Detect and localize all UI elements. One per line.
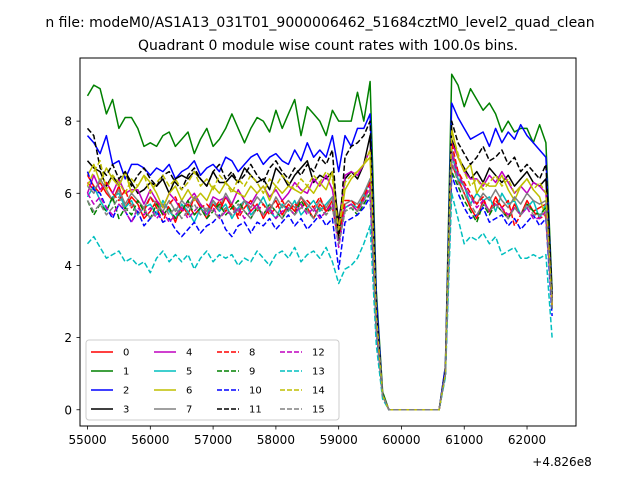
legend-label-14: 14	[312, 386, 325, 397]
series-line-12	[86, 152, 553, 411]
y-tick-label: 8	[64, 115, 72, 129]
series-line-1	[86, 73, 553, 411]
legend-label-4: 4	[186, 348, 192, 359]
legend-label-10: 10	[249, 386, 262, 397]
series-line-13	[86, 192, 553, 411]
legend-label-15: 15	[312, 405, 325, 416]
figure-suptitle: n file: modeM0/AS1A13_031T01_9000006462_…	[45, 15, 594, 31]
plot-frame	[79, 57, 577, 427]
series-line-15	[86, 160, 553, 411]
chart-title: Quadrant 0 module wise count rates with …	[138, 38, 518, 54]
axes-group: 55000 56000 57000 58000 59000 60000 61000 62000…	[64, 115, 546, 447]
legend-label-6: 6	[186, 386, 192, 397]
y-tick-label: 2	[64, 331, 72, 345]
x-tick-label: 62000	[508, 433, 546, 447]
legend-label-8: 8	[249, 348, 255, 359]
legend-label-5: 5	[186, 367, 192, 378]
legend-label-3: 3	[123, 405, 129, 416]
legend-label-13: 13	[312, 367, 325, 378]
legend-label-0: 0	[123, 348, 129, 359]
legend-label-2: 2	[123, 386, 129, 397]
x-tick-label: 61000	[445, 433, 483, 447]
x-offset-label: +4.826e8	[532, 455, 591, 469]
series-line-10	[86, 171, 553, 411]
series-line-8	[86, 142, 553, 411]
legend-label-11: 11	[249, 405, 262, 416]
y-tick-label: 6	[64, 187, 72, 201]
series-line-14	[86, 131, 553, 411]
x-tick-label: 58000	[257, 433, 295, 447]
series-line-3	[86, 134, 553, 411]
series-line-11	[86, 120, 553, 411]
legend-box	[85, 339, 340, 421]
legend-label-9: 9	[249, 367, 255, 378]
x-tick-label: 56000	[131, 433, 169, 447]
x-tick-label: 60000	[382, 433, 420, 447]
plot-series-group	[86, 73, 553, 411]
y-tick-label: 4	[64, 259, 72, 273]
legend-label-7: 7	[186, 405, 192, 416]
x-tick-label: 57000	[194, 433, 232, 447]
y-tick-label: 0	[64, 403, 72, 417]
legend-label-12: 12	[312, 348, 325, 359]
x-tick-label: 55000	[68, 433, 106, 447]
legend-label-1: 1	[123, 367, 129, 378]
series-line-2	[86, 102, 553, 411]
x-tick-label: 59000	[320, 433, 358, 447]
